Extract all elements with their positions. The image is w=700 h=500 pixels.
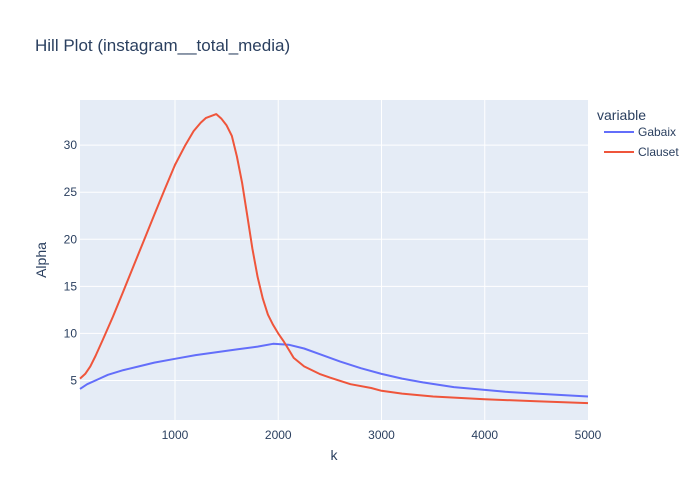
legend-item-clauset[interactable]: Clauset	[604, 145, 679, 159]
y-tick-label: 10	[64, 326, 78, 340]
series-lines	[79, 113, 589, 405]
y-tick-label: 5	[70, 373, 77, 387]
x-axis-title: k	[331, 447, 339, 463]
y-tick-label: 15	[64, 279, 78, 293]
x-tick-label: 1000	[162, 428, 189, 442]
x-tick-label: 4000	[471, 428, 498, 442]
y-tick-label: 25	[64, 185, 78, 199]
legend-label: Gabaix	[638, 125, 676, 139]
legend-label: Clauset	[638, 145, 679, 159]
x-tick-label: 5000	[575, 428, 602, 442]
plot-background	[80, 100, 588, 420]
series-line-gabaix	[79, 342, 589, 398]
x-tick-label: 3000	[368, 428, 395, 442]
legend-item-gabaix[interactable]: Gabaix	[604, 125, 676, 139]
x-tick-labels: 1000 2000 3000 4000 5000	[162, 428, 602, 442]
y-tick-label: 30	[64, 138, 78, 152]
y-tick-label: 20	[64, 232, 78, 246]
grid-lines	[80, 100, 588, 420]
y-tick-labels: 5 10 15 20 25 30	[64, 138, 78, 387]
series-line-clauset	[79, 113, 589, 405]
legend: variable Gabaix Clauset	[597, 107, 679, 159]
chart-title: Hill Plot (instagram__total_media)	[35, 36, 290, 55]
legend-items: Gabaix Clauset	[604, 125, 679, 159]
y-axis-title: Alpha	[33, 242, 49, 278]
x-tick-label: 2000	[265, 428, 292, 442]
legend-title: variable	[597, 107, 646, 123]
